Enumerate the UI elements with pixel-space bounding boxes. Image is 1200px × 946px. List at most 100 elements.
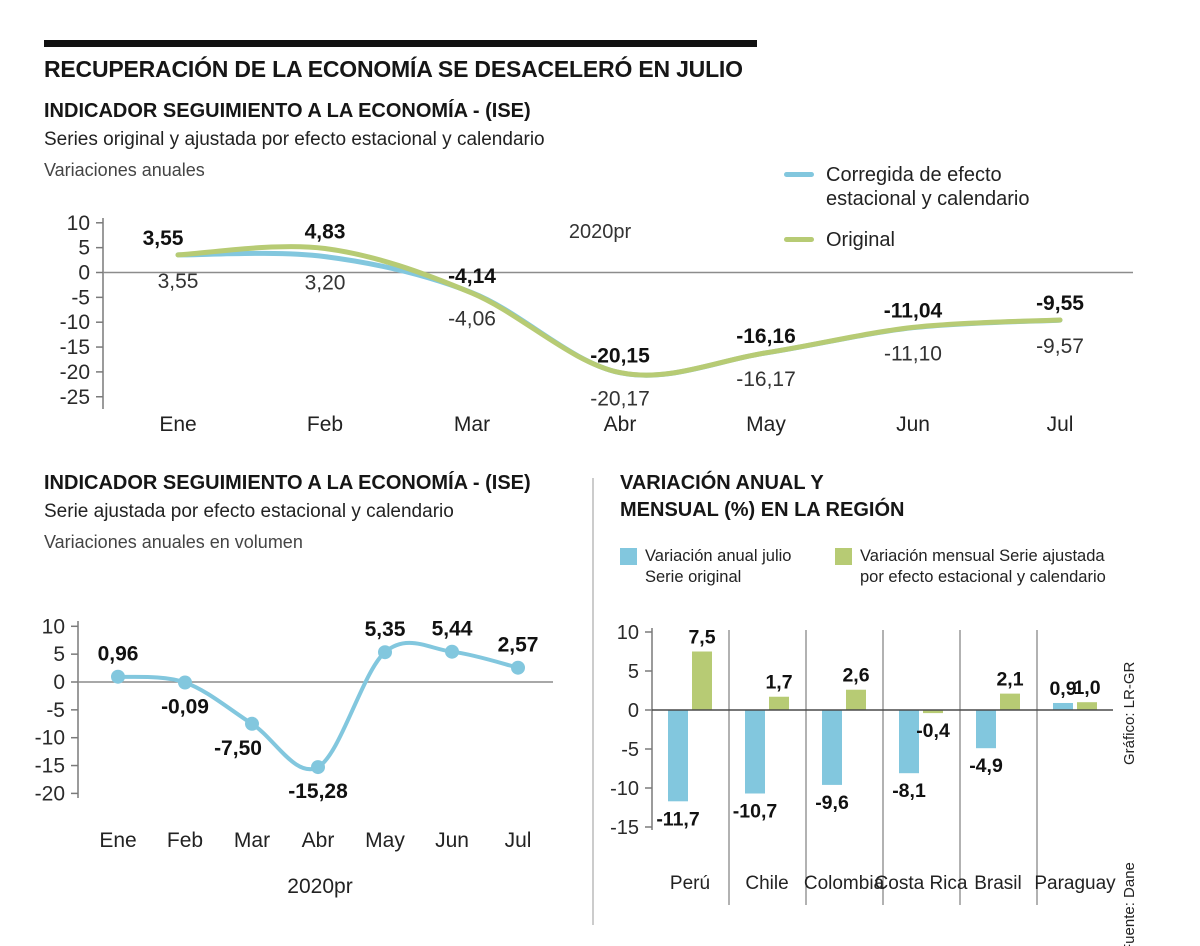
legend-item-corregida: Corregida de efecto estacional y calenda… [784,163,1029,211]
c3-y-tick-label: 5 [628,661,639,683]
c2-x-axis-label: Abr [302,829,335,852]
chart2-unit-label: Variaciones anuales en volumen [44,532,303,552]
c1-year-annotation: 2020pr [569,221,632,243]
c2-x-axis-label: Mar [234,829,270,852]
c2-point-label: -15,28 [288,780,348,803]
c2-y-tick-label: -15 [35,755,65,778]
c2-y-tick-label: 0 [53,671,65,694]
c1-x-axis-label: May [746,413,786,436]
c1-y-tick-label: 10 [67,212,90,235]
c2-point-marker [445,644,459,659]
c2-y-tick-label: 10 [42,615,65,638]
c2-point-label: 2,57 [498,634,539,657]
c1-point-label-original: -9,55 [1036,292,1084,315]
c1-x-axis-label: Ene [159,413,196,436]
c1-point-label-corregida: 3,55 [158,270,199,293]
c1-point-label-corregida: 3,20 [305,272,346,295]
c3-x-axis-label: Chile [745,873,788,894]
c2-point-marker [111,669,125,684]
c1-y-tick-label: -5 [71,286,90,309]
c3-bar-label-monthly: -0,4 [916,720,950,742]
c3-x-axis-label: Paraguay [1034,873,1116,894]
c1-x-axis-label: Abr [604,413,637,436]
c3-bar-annual [745,710,765,794]
chart3-title-line2: MENSUAL (%) EN LA REGIÓN [620,499,905,521]
c2-y-tick-label: -10 [35,727,65,750]
legend-label-line: Corregida de efecto [826,164,1002,186]
chart1-subtitle: Series original y ajustada por efecto es… [44,129,545,150]
c3-bar-label-annual: -9,6 [815,792,849,814]
c3-x-axis-label: Perú [670,873,710,894]
c2-point-marker [378,645,392,660]
c2-year-annotation: 2020pr [287,875,352,898]
c1-point-label-corregida: -11,10 [884,343,942,366]
c3-bar-annual [668,710,688,802]
legend-label-line: por efecto estacional y calendario [860,568,1106,586]
chart2-subtitle: Serie ajustada por efecto estacional y c… [44,501,454,522]
c1-point-label-original: 4,83 [305,220,346,243]
legend-label-line: estacional y calendario [826,188,1030,210]
c1-y-tick-label: 0 [78,262,90,285]
legend-label-line: Variación mensual Serie ajustada [860,547,1105,565]
c2-point-label: 5,44 [432,618,473,641]
c2-x-axis-label: Ene [99,829,136,852]
c2-x-axis-label: Feb [167,829,203,852]
title-rule [44,40,757,47]
credit-source: Fuente: Dane [1121,862,1138,946]
c1-y-tick-label: -25 [60,386,90,409]
c1-y-tick-label: -20 [60,361,90,384]
c2-point-marker [178,675,192,690]
c3-bar-label-annual: -11,7 [656,808,699,830]
c2-x-axis-label: May [365,829,405,852]
c1-point-label-original: -11,04 [884,299,943,322]
c1-point-label-corregida: -20,17 [590,388,650,411]
legend-label-original: Original [826,229,895,251]
c3-bar-monthly [923,710,943,714]
c1-line-original [175,244,1063,378]
c2-point-label: -0,09 [161,696,209,719]
c1-y-tick-label: 5 [78,237,90,260]
legend-label-corregida: Corregida de efecto estacional y calenda… [826,163,1029,211]
c3-bar-label-monthly: 1,7 [765,672,792,694]
c3-x-axis-label: Costa Rica [875,873,968,894]
c3-bar-label-monthly: 1,0 [1073,677,1100,699]
c3-bar-annual [822,710,842,785]
credit-graphic: Gráfico: LR-GR [1121,661,1138,765]
c1-point-label-original: -16,16 [736,325,796,348]
c3-bar-monthly [1000,693,1020,711]
chart3-title: VARIACIÓN ANUAL Y MENSUAL (%) EN LA REGI… [620,470,1000,524]
c3-bar-annual [976,710,996,749]
c2-x-axis-label: Jun [435,829,469,852]
c3-y-tick-label: 10 [617,622,639,644]
c2-point-label: 5,35 [365,618,406,641]
main-title: RECUPERACIÓN DE LA ECONOMÍA SE DESACELER… [44,56,743,82]
legend-label-line: Serie original [645,568,742,586]
c3-bar-annual [1053,702,1073,710]
c3-bar-label-annual: -4,9 [969,755,1003,777]
c3-y-tick-label: -10 [610,778,639,800]
legend-label-monthly: Variación mensual Serie ajustada por efe… [860,546,1150,588]
c3-y-tick-label: 0 [628,700,639,722]
legend-label-line: Variación anual julio [645,547,792,565]
c3-y-tick-label: -5 [621,739,639,761]
c2-x-axis-label: Jul [505,829,532,852]
chart2-title: INDICADOR SEGUIMIENTO A LA ECONOMÍA - (I… [44,472,531,494]
line-swatch-corregida-icon [784,172,814,177]
c2-y-tick-label: 5 [53,643,65,666]
c1-y-tick-label: -10 [60,311,90,334]
line-swatch-original-icon [784,237,814,242]
c3-bar-label-annual: -8,1 [892,780,926,802]
c1-x-axis-label: Jun [896,413,930,436]
chart3-title-line1: VARIACIÓN ANUAL Y [620,472,824,494]
c1-point-label-corregida: -16,17 [736,368,796,391]
chart1-title: INDICADOR SEGUIMIENTO A LA ECONOMÍA - (I… [44,100,531,122]
legend-label-annual: Variación anual julio Serie original [645,546,835,588]
bar-swatch-annual-icon [620,548,637,565]
c3-bar-monthly [1077,702,1097,710]
c1-point-label-corregida: -4,06 [448,308,496,331]
c3-bar-monthly [846,689,866,711]
c1-x-axis-label: Mar [454,413,490,436]
c3-bar-label-monthly: 2,6 [842,665,869,687]
bar-swatch-monthly-icon [835,548,852,565]
